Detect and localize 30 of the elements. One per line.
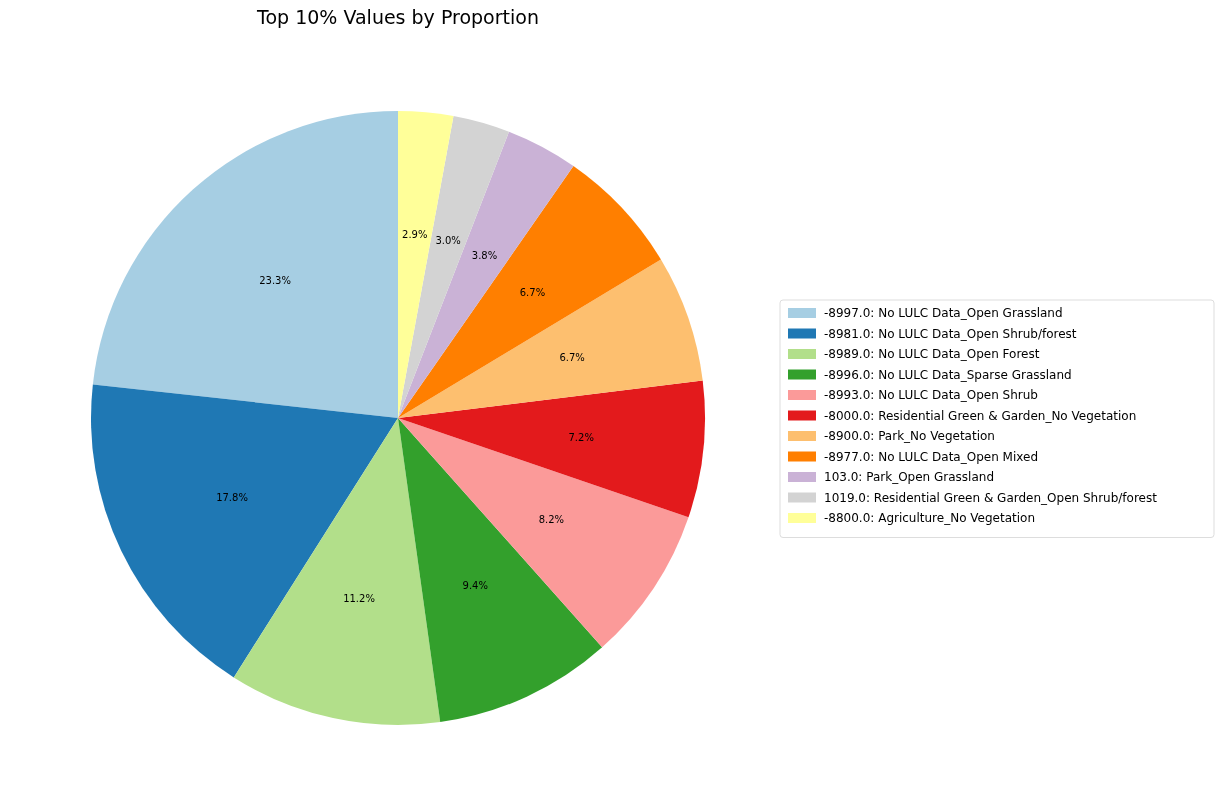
pie-slice xyxy=(398,166,661,418)
data-label: 3.8% xyxy=(471,249,498,261)
data-label: 7.2% xyxy=(568,431,594,443)
legend-label: -8989.0: No LULC Data_Open Forest xyxy=(824,347,1040,361)
data-label: 23.3% xyxy=(259,275,291,287)
legend-label: -8977.0: No LULC Data_Open Mixed xyxy=(824,449,1038,464)
data-label: 2.9% xyxy=(402,229,428,241)
legend-label: -8000.0: Residential Green & Garden_No Vegetation xyxy=(824,408,1137,423)
legend-label: 1019.0: Residential Green & Garden_Open Shrub/forest xyxy=(824,490,1158,505)
data-label: 6.7% xyxy=(559,352,585,364)
legend-label: 103.0: Park_Open Grassland xyxy=(824,470,995,484)
legend-label: -8800.0: Agriculture_No Vegetation xyxy=(824,511,1036,525)
legend-label: -8981.0: No LULC Data_Open Shrub/forest xyxy=(824,326,1077,341)
data-label: 6.7% xyxy=(519,286,546,298)
legend-label: -8996.0: No LULC Data_Sparse Grassland xyxy=(824,367,1072,382)
pie-slice xyxy=(398,116,510,418)
pie-slice xyxy=(398,259,703,418)
pie-slice xyxy=(91,384,398,678)
chart-title: Top 10% Values by Proportion xyxy=(256,6,539,28)
legend-label: -8993.0: No LULC Data_Open Shrub xyxy=(824,388,1038,402)
data-label: 8.2% xyxy=(538,514,565,526)
pie-slice xyxy=(398,418,603,723)
pie-slice xyxy=(92,111,398,418)
legend-label: -8900.0: Park_No Vegetation xyxy=(824,429,995,443)
data-label: 11.2% xyxy=(343,592,375,604)
data-label: 3.0% xyxy=(435,235,461,247)
pie-slice xyxy=(398,418,689,648)
data-label: 9.4% xyxy=(462,579,488,591)
data-label: 17.8% xyxy=(216,492,248,504)
legend-label: -8997.0: No LULC Data_Open Grassland xyxy=(824,306,1063,320)
